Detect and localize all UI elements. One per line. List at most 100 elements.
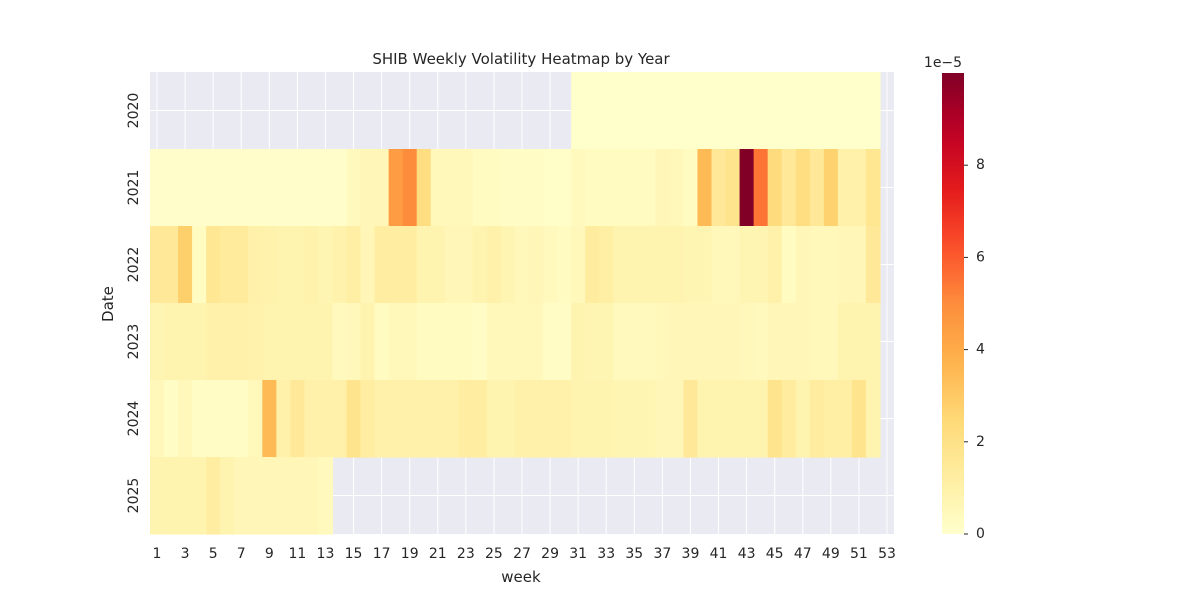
heatmap-cell <box>837 72 853 150</box>
heatmap-cell <box>318 149 334 227</box>
heatmap-cell <box>529 380 544 458</box>
heatmap-cell <box>753 226 769 304</box>
heatmap-cell <box>655 380 670 458</box>
heatmap-cell <box>234 380 249 458</box>
heatmap-cell <box>823 149 839 227</box>
heatmap-cell <box>444 303 460 381</box>
heatmap-cell <box>683 72 699 150</box>
heatmap-cell <box>150 457 165 535</box>
heatmap-cell <box>500 303 516 381</box>
x-tick-label: 23 <box>457 546 475 562</box>
heatmap-cell <box>444 149 460 227</box>
heatmap-cell <box>627 149 642 227</box>
heatmap-cell <box>781 303 797 381</box>
x-axis-label: week <box>501 568 541 586</box>
heatmap-cell <box>304 303 320 381</box>
heatmap-cell <box>430 303 446 381</box>
heatmap-cell <box>655 303 670 381</box>
heatmap-cell <box>837 226 853 304</box>
heatmap-cell <box>613 303 628 381</box>
heatmap-cell <box>529 226 544 304</box>
heatmap-cell <box>571 226 586 304</box>
heatmap-cell <box>599 149 614 227</box>
heatmap-cell <box>304 149 320 227</box>
heatmap-cell <box>823 380 839 458</box>
heatmap-cell <box>304 226 320 304</box>
x-tick-label: 5 <box>209 546 218 562</box>
heatmap-cell <box>599 226 614 304</box>
heatmap-cell <box>248 149 263 227</box>
colorbar-multiplier-label: 1e−5 <box>924 55 962 71</box>
heatmap-cell <box>234 303 249 381</box>
heatmap-cell <box>641 72 656 150</box>
x-tick-label: 9 <box>265 546 274 562</box>
heatmap-cell <box>276 149 291 227</box>
heatmap-cell <box>697 380 713 458</box>
heatmap-cell <box>767 303 783 381</box>
x-tick-label: 39 <box>682 546 700 562</box>
heatmap-cell <box>543 226 558 304</box>
heatmap-cell <box>767 226 783 304</box>
heatmap-cells <box>150 72 894 535</box>
heatmap-cell <box>444 226 460 304</box>
heatmap-cell <box>164 380 179 458</box>
heatmap-cell <box>262 149 277 227</box>
heatmap-cell <box>641 226 656 304</box>
heatmap-cell <box>823 226 839 304</box>
heatmap-cell <box>865 72 881 150</box>
heatmap-cell <box>220 380 235 458</box>
heatmap-cell <box>851 149 867 227</box>
y-tick-label: 2023 <box>126 324 142 360</box>
x-tick-labels: 1 3 5 7 9 11 13 15 17 19 21 23 25 27 29 31 33 35 37 39 41 43 4… <box>153 546 896 562</box>
colorbar-tick-label: 8 <box>976 157 985 173</box>
heatmap-cell <box>795 226 811 304</box>
x-tick-label: 49 <box>822 546 840 562</box>
x-tick-label: 31 <box>569 546 587 562</box>
heatmap-cell <box>711 72 727 150</box>
heatmap-cell <box>500 149 516 227</box>
heatmap-cell <box>529 303 544 381</box>
heatmap-cell <box>220 149 235 227</box>
y-tick-labels: 2020 2021 2022 2023 2024 2025 <box>126 93 142 514</box>
heatmap-cell <box>150 303 165 381</box>
heatmap-cell <box>206 226 221 304</box>
heatmap-cell <box>711 303 727 381</box>
heatmap-cell <box>529 149 544 227</box>
heatmap-cell <box>430 380 446 458</box>
heatmap-cell <box>346 149 362 227</box>
heatmap-cell <box>276 457 291 535</box>
heatmap-cell <box>781 72 797 150</box>
heatmap-cell <box>486 226 502 304</box>
heatmap-cell <box>262 457 277 535</box>
heatmap-cell <box>627 380 642 458</box>
heatmap-cell <box>711 226 727 304</box>
heatmap-cell <box>557 303 572 381</box>
heatmap-cell <box>753 72 769 150</box>
heatmap-cell <box>851 72 867 150</box>
heatmap-cell <box>725 303 741 381</box>
heatmap-cell <box>234 149 249 227</box>
heatmap-cell <box>697 303 713 381</box>
heatmap-cell <box>697 149 713 227</box>
heatmap-cell <box>669 226 685 304</box>
heatmap-cell <box>206 303 221 381</box>
heatmap-cell <box>402 303 418 381</box>
heatmap-cell <box>613 72 628 150</box>
colorbar-tick-label: 4 <box>976 342 985 358</box>
heatmap-cell <box>206 149 221 227</box>
heatmap-cell <box>374 303 390 381</box>
heatmap-cell <box>458 303 474 381</box>
heatmap-cell <box>500 380 516 458</box>
heatmap-cell <box>809 226 825 304</box>
heatmap-cell <box>725 72 741 150</box>
heatmap-cell <box>837 380 853 458</box>
heatmap-cell <box>164 457 179 535</box>
chart-title: SHIB Weekly Volatility Heatmap by Year <box>372 50 670 68</box>
heatmap-cell <box>416 303 432 381</box>
heatmap-cell <box>444 380 460 458</box>
heatmap-cell <box>150 149 165 227</box>
heatmap-cell <box>613 226 628 304</box>
heatmap-cell <box>234 457 249 535</box>
heatmap-cell <box>767 149 783 227</box>
heatmap-cell <box>571 380 586 458</box>
